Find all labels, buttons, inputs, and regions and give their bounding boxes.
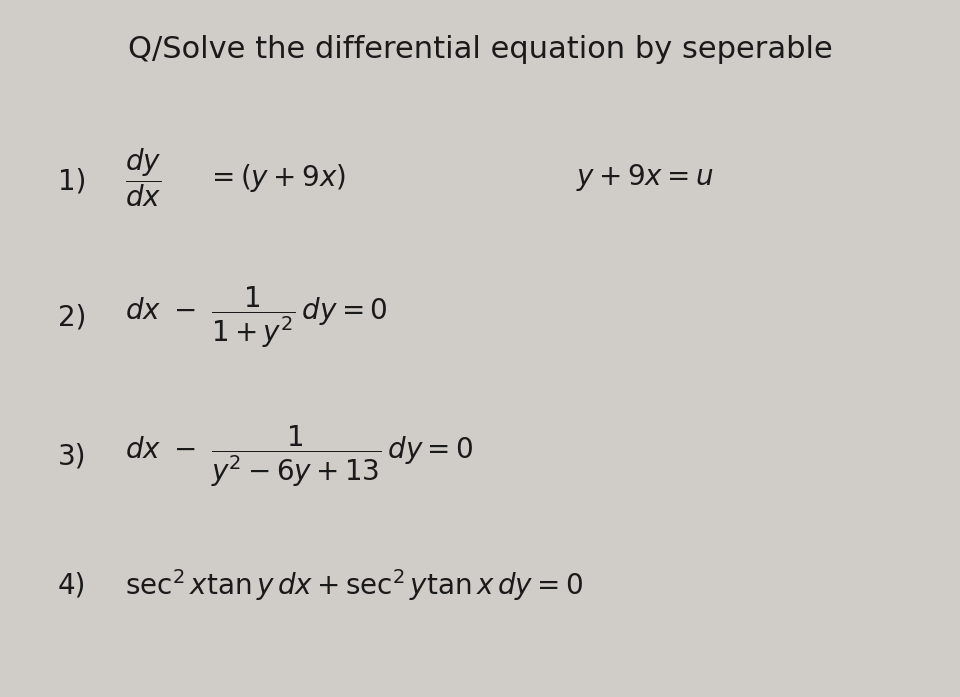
Text: $dx\ -\ \dfrac{1}{1+y^{2}}\,dy = 0$: $dx\ -\ \dfrac{1}{1+y^{2}}\,dy = 0$ <box>125 284 388 350</box>
Text: $\dfrac{dy}{dx}$: $\dfrac{dy}{dx}$ <box>125 146 161 209</box>
Text: 3): 3) <box>58 443 86 470</box>
Text: 4): 4) <box>58 572 86 599</box>
Text: $dx\ -\ \dfrac{1}{y^{2} - 6y + 13}\,dy = 0$: $dx\ -\ \dfrac{1}{y^{2} - 6y + 13}\,dy =… <box>125 424 473 489</box>
Text: Q/Solve the differential equation by seperable: Q/Solve the differential equation by sep… <box>128 35 832 64</box>
Text: $=(y + 9x)$: $=(y + 9x)$ <box>206 162 347 194</box>
Text: $\sec^{2} x \tan y\, dx + \sec^{2} y \tan x\, dy = 0$: $\sec^{2} x \tan y\, dx + \sec^{2} y \ta… <box>125 567 583 604</box>
Text: 1): 1) <box>58 167 86 195</box>
Text: $y + 9x = u$: $y + 9x = u$ <box>576 162 713 193</box>
Text: 2): 2) <box>58 303 86 331</box>
